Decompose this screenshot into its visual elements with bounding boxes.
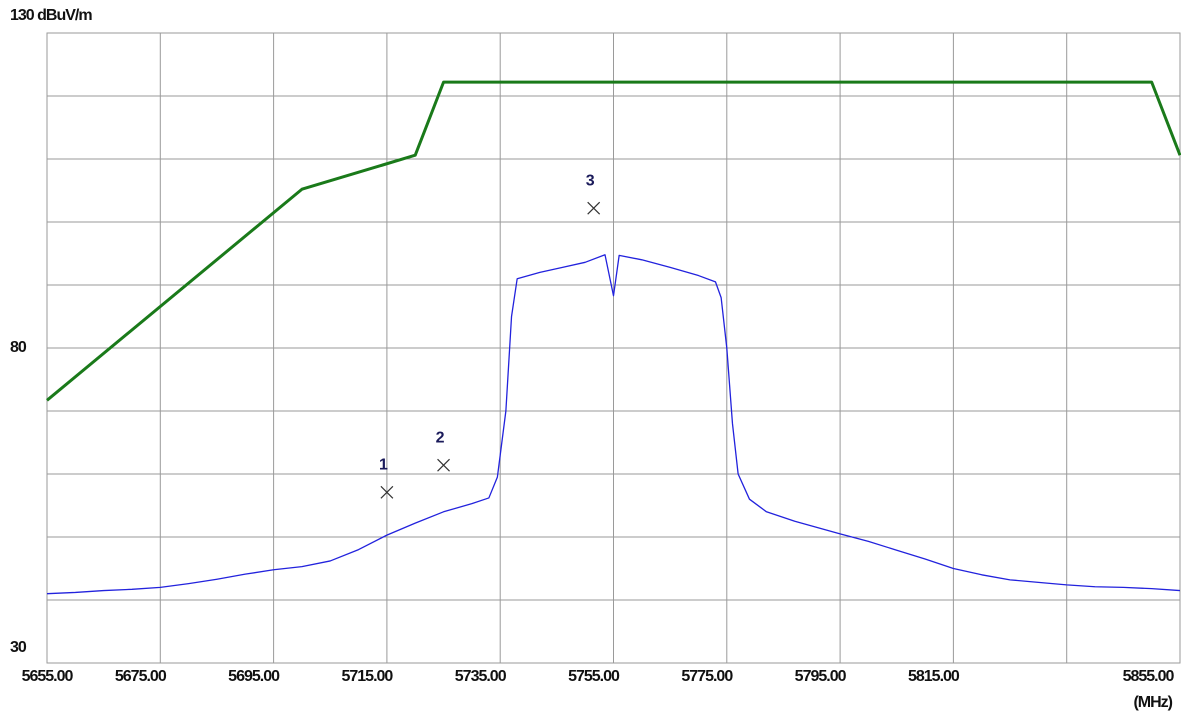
x-tick-label: 5795.00 (795, 668, 847, 685)
x-tick-label: 5775.00 (681, 668, 733, 685)
y-tick-label: 130 dBuV/m (10, 7, 92, 24)
y-tick-label: 30 (10, 639, 27, 656)
x-tick-label: 5695.00 (228, 668, 280, 685)
marker-label: 2 (436, 429, 445, 446)
x-tick-label: 5855.00 (1123, 668, 1175, 685)
x-tick-label: 5655.00 (22, 668, 74, 685)
x-axis-label: (MHz) (1133, 694, 1172, 711)
marker-label: 1 (379, 456, 388, 473)
marker-cross (437, 458, 450, 472)
x-tick-label: 5735.00 (455, 668, 507, 685)
x-tick-label: 5755.00 (568, 668, 620, 685)
marker-cross (380, 485, 394, 499)
trace-line (46, 80, 1181, 402)
y-tick-label: 80 (10, 339, 27, 356)
marker-label: 3 (586, 172, 595, 189)
x-tick-label: 5715.00 (341, 668, 393, 685)
x-tick-label: 5675.00 (115, 668, 167, 685)
trace-line (46, 254, 1181, 595)
x-tick-label: 5815.00 (908, 668, 960, 685)
marker-cross (587, 201, 601, 215)
